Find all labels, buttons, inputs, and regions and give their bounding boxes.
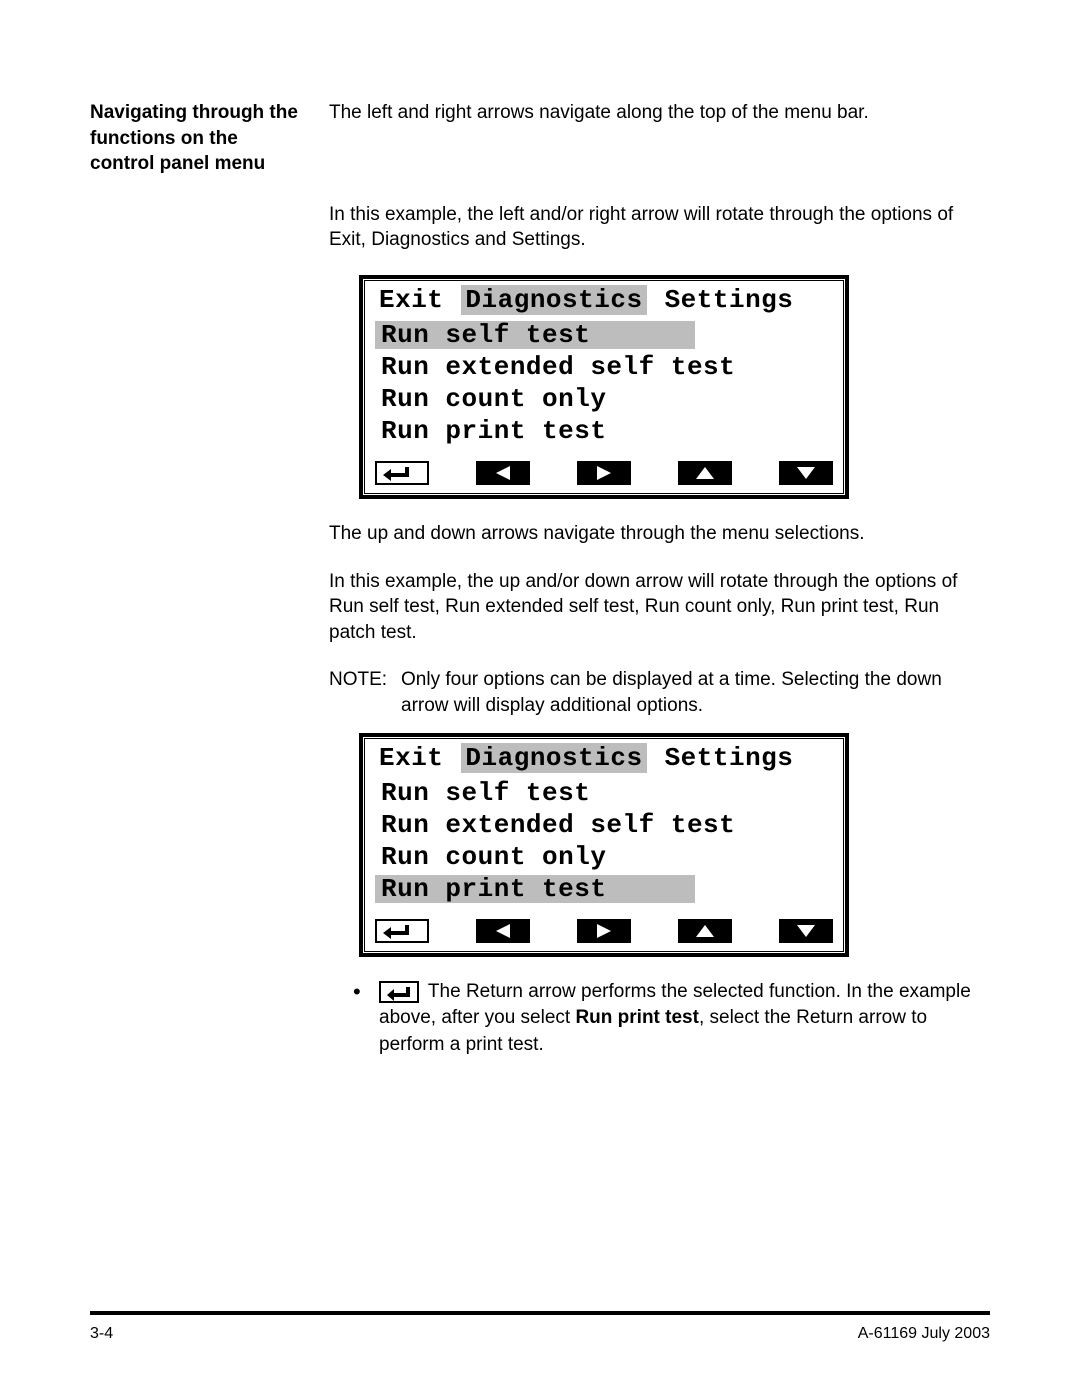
- lcd1-menubar: Exit Diagnostics Settings: [365, 281, 843, 317]
- footer-doc-id: A-61169 July 2003: [858, 1325, 990, 1343]
- lcd1-options: Run self test Run extended self test Run…: [365, 317, 843, 457]
- note-label: NOTE:: [329, 667, 401, 718]
- lcd1-tab-settings: Settings: [661, 285, 798, 315]
- lcd2-down-button: [779, 919, 833, 943]
- footer: 3-4 A-61169 July 2003: [90, 1325, 990, 1343]
- lcd1-tab-diagnostics: Diagnostics: [461, 285, 646, 315]
- lcd1-option-3: Run count only: [375, 385, 612, 413]
- two-column-layout: Navigating through the functions on the …: [90, 100, 990, 1059]
- section-heading: Navigating through the functions on the …: [90, 100, 305, 177]
- lcd2-button-row: [365, 915, 843, 951]
- lcd1-return-button: [375, 461, 429, 485]
- lcd1-up-button: [678, 461, 732, 485]
- heading-column: Navigating through the functions on the …: [90, 100, 305, 1059]
- lcd2-return-button: [375, 919, 429, 943]
- paragraph-4: In this example, the up and/or down arro…: [329, 569, 990, 646]
- content-column: The left and right arrows navigate along…: [329, 100, 990, 1059]
- paragraph-3: The up and down arrows navigate through …: [329, 521, 990, 547]
- lcd1-option-1: Run self test: [375, 321, 695, 349]
- lcd2-option-4: Run print test: [375, 875, 695, 903]
- lcd-panel-1: Exit Diagnostics Settings Run self test …: [359, 275, 849, 499]
- return-arrow-icon: [379, 981, 419, 1003]
- lcd-panel-2: Exit Diagnostics Settings Run self test …: [359, 733, 849, 957]
- note-text: Only four options can be displayed at a …: [401, 667, 990, 718]
- lcd2-tab-exit: Exit: [375, 743, 447, 773]
- note-block: NOTE: Only four options can be displayed…: [329, 667, 990, 718]
- lcd2-option-2: Run extended self test: [375, 811, 741, 839]
- lcd2-menubar: Exit Diagnostics Settings: [365, 739, 843, 775]
- lcd2-option-3: Run count only: [375, 843, 612, 871]
- lcd2-options: Run self test Run extended self test Run…: [365, 775, 843, 915]
- lcd1-option-4: Run print test: [375, 417, 612, 445]
- bullet-text-bold: Run print test: [575, 1007, 699, 1028]
- page: Navigating through the functions on the …: [0, 0, 1080, 1397]
- lcd2-right-button: [577, 919, 631, 943]
- lcd1-down-button: [779, 461, 833, 485]
- lcd1-left-button: [476, 461, 530, 485]
- lcd1-button-row: [365, 457, 843, 493]
- paragraph-1: The left and right arrows navigate along…: [329, 100, 990, 126]
- footer-rule: [90, 1311, 990, 1315]
- paragraph-2: In this example, the left and/or right a…: [329, 202, 990, 253]
- lcd2-left-button: [476, 919, 530, 943]
- lcd2-tab-diagnostics: Diagnostics: [461, 743, 646, 773]
- bullet-marker: •: [353, 979, 379, 1059]
- lcd1-right-button: [577, 461, 631, 485]
- bullet-text: The Return arrow performs the selected f…: [379, 979, 990, 1059]
- footer-page-number: 3-4: [90, 1325, 113, 1343]
- lcd2-up-button: [678, 919, 732, 943]
- lcd2-tab-settings: Settings: [661, 743, 798, 773]
- lcd2-option-1: Run self test: [375, 779, 596, 807]
- bullet-item: • The Return arrow performs the selected…: [329, 979, 990, 1059]
- lcd1-option-2: Run extended self test: [375, 353, 741, 381]
- lcd1-tab-exit: Exit: [375, 285, 447, 315]
